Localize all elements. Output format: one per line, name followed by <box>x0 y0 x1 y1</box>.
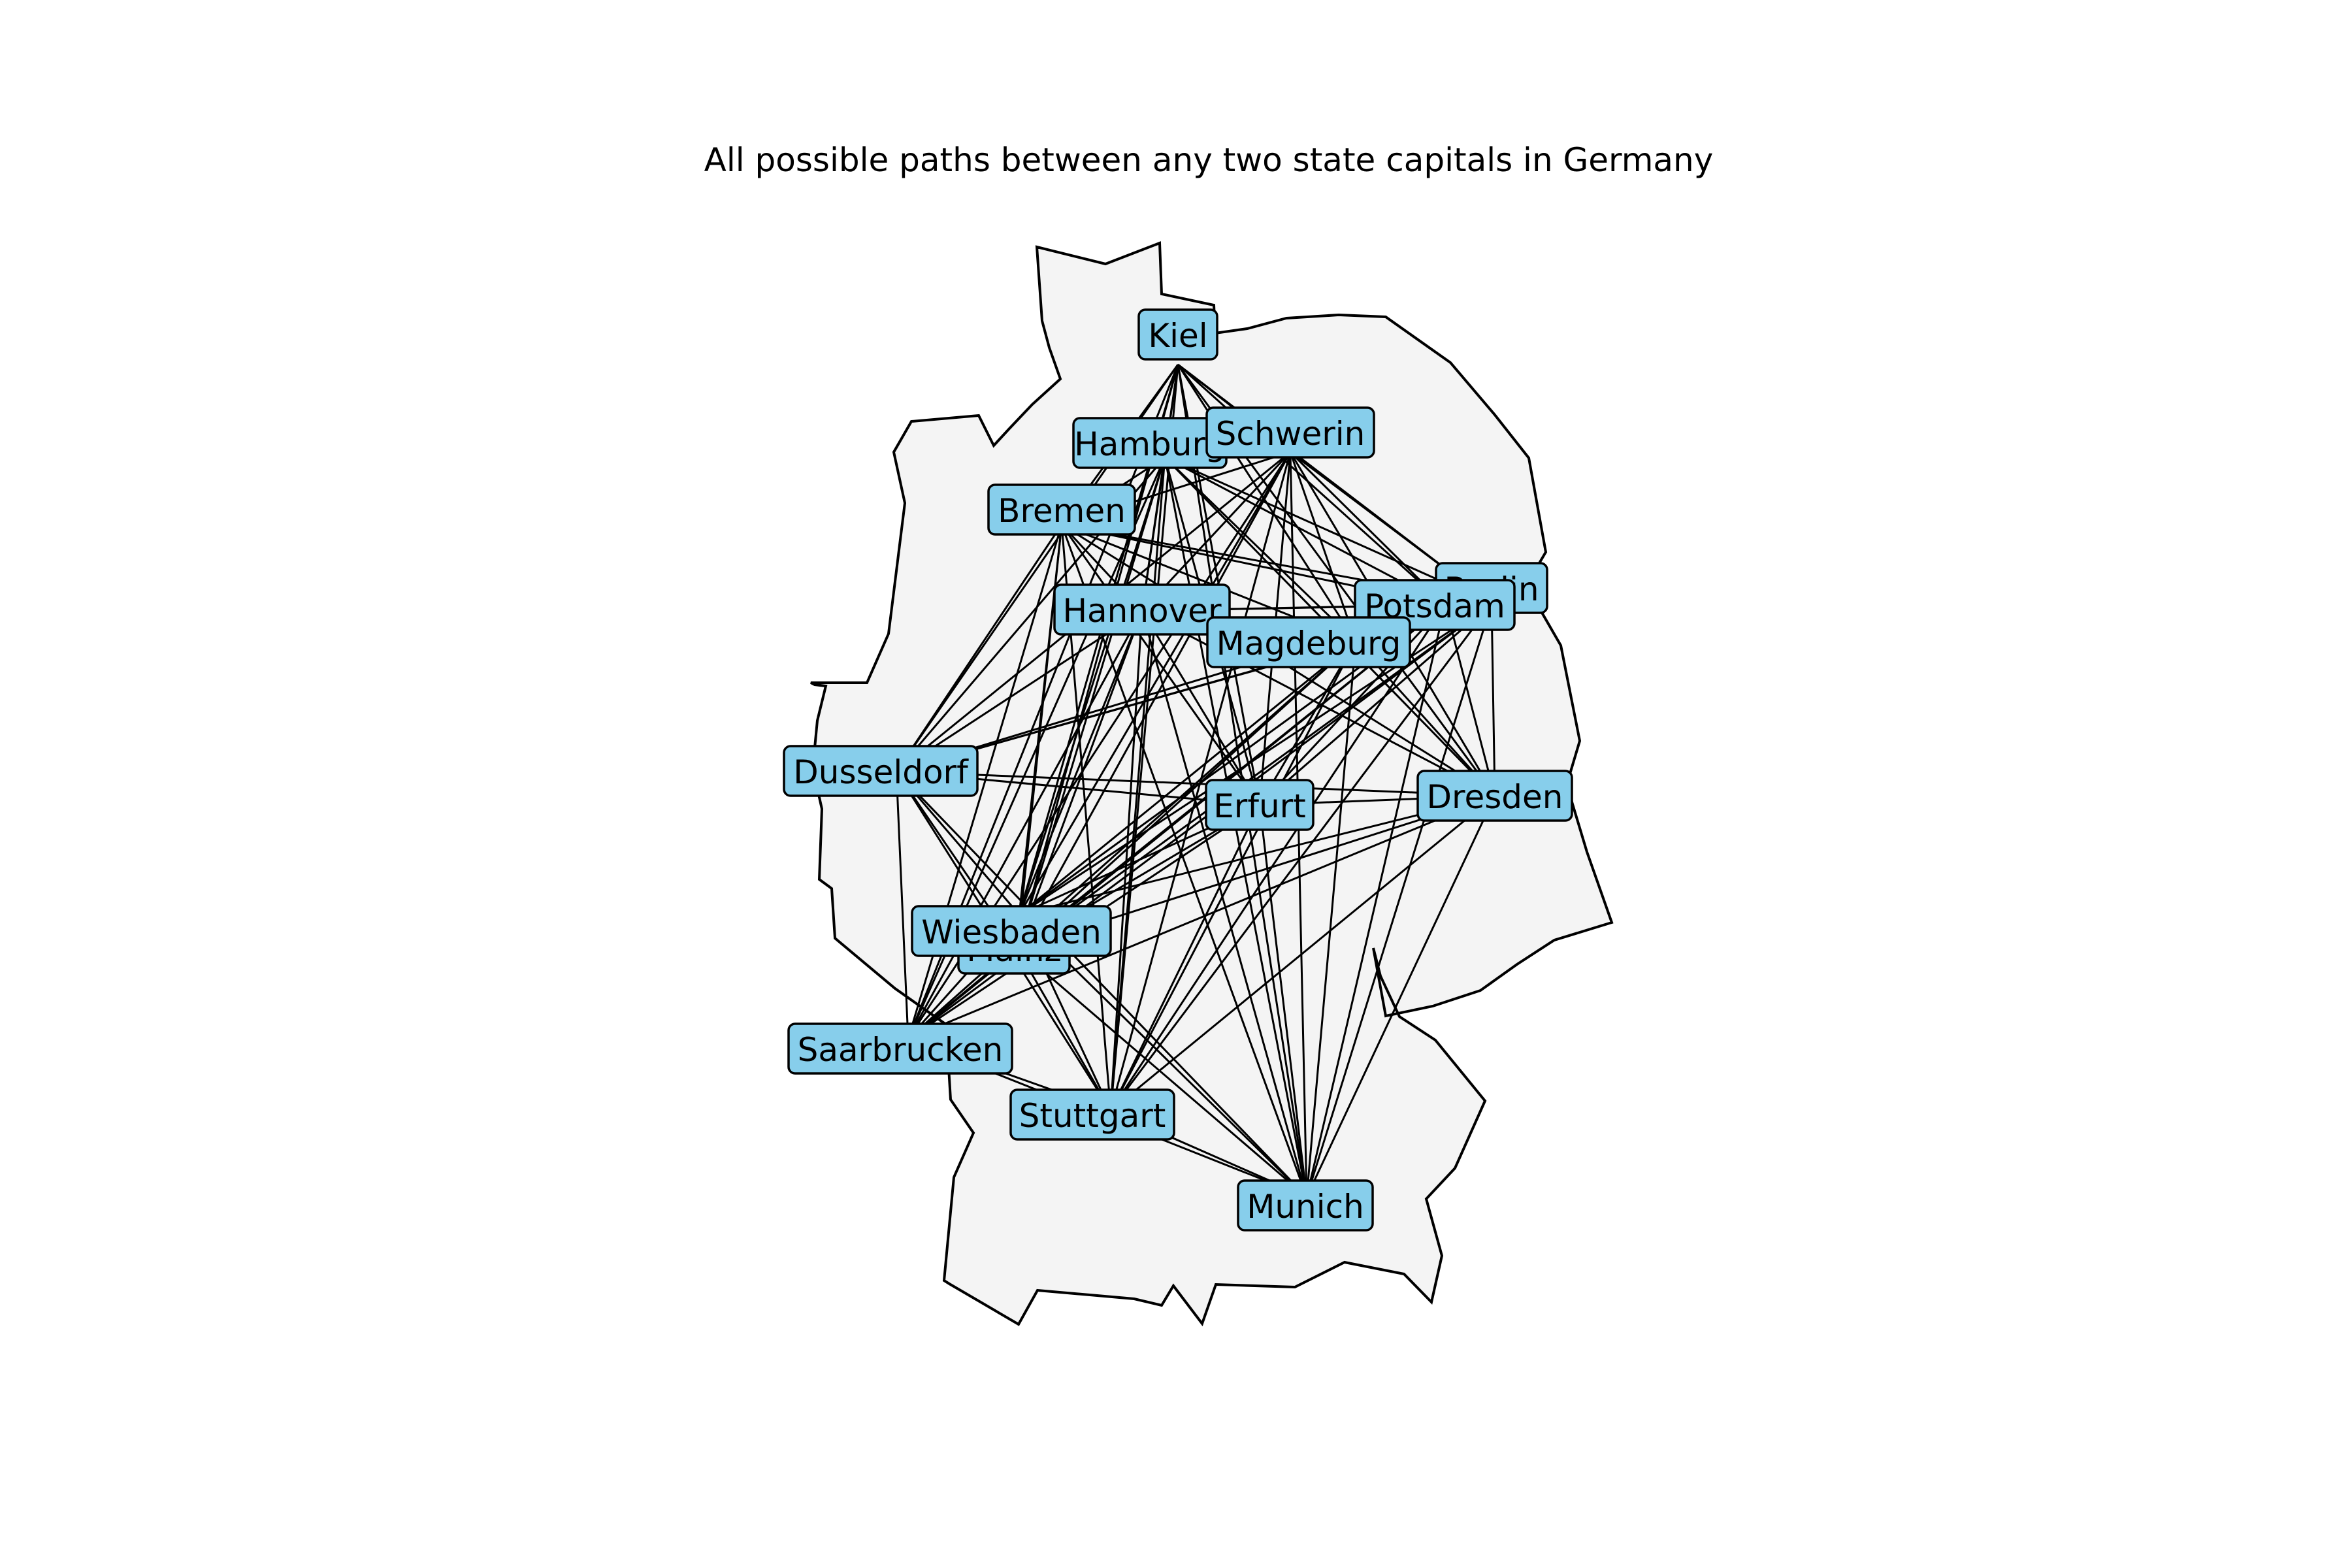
path-dusseldorf-saarbrucken <box>895 771 909 1039</box>
city-node-schwerin: Schwerin <box>1205 406 1375 459</box>
city-node-munich: Munich <box>1237 1179 1374 1232</box>
path-schwerin-wiesbaden <box>1018 451 1292 915</box>
city-node-erfurt: Erfurt <box>1205 779 1315 831</box>
city-node-hamburg: Hamburg <box>1072 417 1228 469</box>
path-schwerin-magdeburg <box>1289 451 1357 642</box>
city-box-bremen <box>987 483 1136 536</box>
city-label-stuttgart: Stuttgart <box>1019 1097 1166 1135</box>
path-potsdam-dresden <box>1444 604 1496 796</box>
city-node-magdeburg: Magdeburg <box>1206 616 1411 668</box>
path-berlin-munich <box>1305 603 1493 1198</box>
path-bremen-dusseldorf <box>895 524 1063 772</box>
city-box-kiel <box>1137 308 1218 361</box>
city-node-wiesbaden: Wiesbaden <box>911 905 1112 957</box>
path-kiel-potsdam <box>1177 363 1446 606</box>
city-label-dresden: Dresden <box>1427 778 1563 816</box>
path-erfurt-munich <box>1258 804 1308 1198</box>
city-label-kiel: Kiel <box>1148 317 1207 355</box>
map-title: All possible paths between any two state… <box>704 141 1714 179</box>
city-box-magdeburg <box>1206 616 1411 668</box>
path-schwerin-mainz <box>1016 451 1292 949</box>
city-label-wiesbaden: Wiesbaden <box>921 913 1102 951</box>
path-hannover-dusseldorf <box>896 610 1143 773</box>
path-mainz-munich <box>1017 947 1307 1198</box>
path-hannover-wiesbaden <box>1018 610 1143 915</box>
city-label-dusseldorf: Dusseldorf <box>793 753 969 791</box>
path-dresden-saarbrucken <box>907 794 1495 1040</box>
path-hannover-saarbrucken <box>907 610 1143 1039</box>
path-dresden-stuttgart <box>1110 794 1495 1112</box>
path-potsdam-munich <box>1305 604 1446 1198</box>
path-hannover-erfurt <box>1141 610 1261 806</box>
path-hannover-stuttgart <box>1109 610 1143 1111</box>
path-magdeburg-wiesbaden <box>1019 640 1356 916</box>
path-hamburg-wiesbaden <box>1018 457 1166 915</box>
path-dresden-munich <box>1305 795 1496 1198</box>
city-label-erfurt: Erfurt <box>1213 787 1306 825</box>
path-potsdam-stuttgart <box>1109 604 1446 1111</box>
city-node-dusseldorf: Dusseldorf <box>783 745 979 797</box>
path-hamburg-magdeburg <box>1164 456 1357 643</box>
city-label-hannover: Hannover <box>1062 592 1222 630</box>
city-box-dusseldorf <box>783 745 979 797</box>
city-node-dresden: Dresden <box>1416 770 1573 822</box>
city-box-munich <box>1237 1179 1374 1232</box>
path-potsdam-erfurt <box>1258 604 1446 806</box>
city-box-hannover <box>1053 583 1231 636</box>
city-label-saarbrucken: Saarbrucken <box>798 1031 1004 1069</box>
path-dusseldorf-dresden <box>896 770 1495 797</box>
city-box-erfurt <box>1205 779 1315 831</box>
path-berlin-dresden <box>1490 603 1496 796</box>
path-hannover-munich <box>1141 610 1308 1198</box>
city-label-schwerin: Schwerin <box>1216 415 1365 453</box>
city-node-hannover: Hannover <box>1053 583 1231 636</box>
city-box-saarbrucken <box>787 1022 1013 1075</box>
city-box-wiesbaden <box>911 905 1112 957</box>
path-mainz-stuttgart <box>1016 948 1112 1111</box>
path-magdeburg-munich <box>1305 641 1357 1198</box>
city-label-bremen: Bremen <box>998 492 1126 530</box>
path-berlin-mainz <box>1017 602 1492 950</box>
city-box-schwerin <box>1205 406 1375 459</box>
city-box-stuttgart <box>1009 1088 1175 1141</box>
city-label-magdeburg: Magdeburg <box>1217 625 1401 662</box>
path-dresden-wiesbaden <box>1019 794 1495 916</box>
path-erfurt-stuttgart <box>1109 804 1261 1111</box>
city-node-bremen: Bremen <box>987 483 1136 536</box>
cities-layer: KielHamburgSchwerinBremenBerlinPotsdamHa… <box>783 308 1573 1232</box>
city-label-munich: Munich <box>1247 1188 1364 1226</box>
city-node-kiel: Kiel <box>1137 308 1218 361</box>
path-dusseldorf-munich <box>895 770 1308 1198</box>
city-node-stuttgart: Stuttgart <box>1009 1088 1175 1141</box>
path-magdeburg-erfurt <box>1258 641 1357 806</box>
city-box-dresden <box>1416 770 1573 822</box>
city-label-hamburg: Hamburg <box>1074 425 1226 463</box>
city-node-saarbrucken: Saarbrucken <box>787 1022 1013 1075</box>
path-magdeburg-stuttgart <box>1109 641 1357 1111</box>
